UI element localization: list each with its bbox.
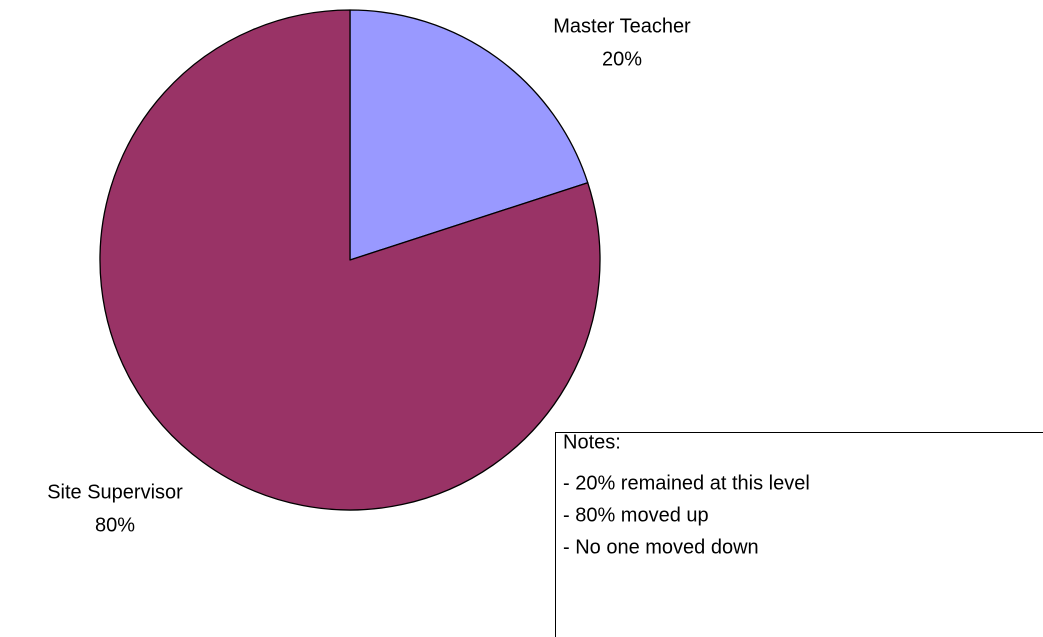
slice-label: Master Teacher — [553, 15, 691, 37]
notes-box — [555, 432, 1043, 637]
slice-value-label: 80% — [95, 514, 135, 536]
slice-label: Site Supervisor — [47, 481, 183, 503]
pie-slice — [99, 9, 601, 511]
notes-line: - 80% moved up — [563, 504, 709, 526]
slice-value-label: 20% — [602, 48, 642, 70]
notes-line: - No one moved down — [563, 536, 759, 558]
notes-line: - 20% remained at this level — [563, 472, 810, 494]
notes-title: Notes: — [563, 431, 621, 453]
pie-slice — [349, 9, 589, 261]
